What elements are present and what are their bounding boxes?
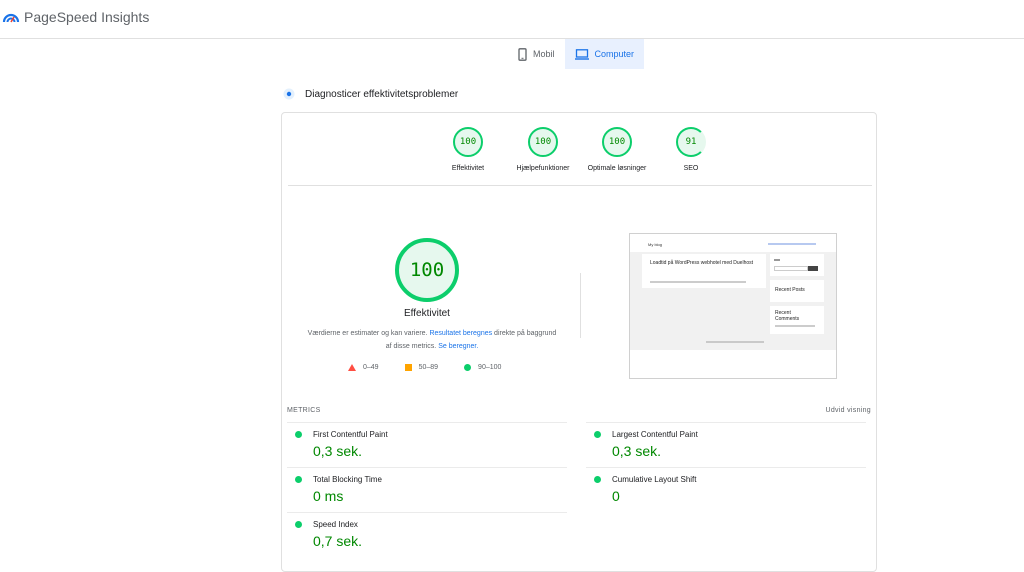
gauge-seo[interactable]: 91 SEO: [641, 127, 741, 172]
pagespeed-logo-icon: [2, 13, 20, 23]
gauge-label: Optimale løsninger: [587, 165, 647, 172]
divider: [586, 467, 866, 468]
divider: [586, 422, 866, 423]
shot-recent-posts: Recent Posts: [770, 280, 824, 302]
shot-footer-text: [706, 341, 764, 343]
metric-value: 0,3 sek.: [612, 443, 662, 459]
tab-mobile-label: Mobil: [533, 49, 555, 59]
metric-name: Speed Index: [313, 520, 358, 529]
gauge-score: 100: [453, 127, 483, 157]
legend-range: 50–89: [418, 364, 439, 371]
gauge-score: 100: [528, 127, 558, 157]
metric-value: 0,3 sek.: [313, 443, 363, 459]
pass-circle-icon: [295, 431, 302, 438]
shot-nav-link: [768, 243, 816, 245]
app-title: PageSpeed Insights: [24, 9, 150, 25]
gauge-performance[interactable]: 100 Effektivitet: [418, 127, 518, 172]
shot-search-button: [808, 266, 818, 271]
shot-recent-posts-title: Recent Posts: [775, 287, 805, 293]
performance-label: Effektivitet: [404, 308, 450, 319]
gauge-accessibility[interactable]: 100 Hjælpefunktioner: [493, 127, 593, 172]
metric-value: 0,7 sek.: [313, 533, 363, 549]
metric-name: Cumulative Layout Shift: [612, 475, 697, 484]
square-icon: [404, 364, 412, 371]
pass-circle-icon: [295, 476, 302, 483]
gauge-label: SEO: [683, 165, 699, 172]
shot-search-input: [774, 266, 808, 271]
shot-search-widget: [770, 254, 824, 276]
divider: [287, 467, 567, 468]
performance-description: Værdierne er estimater og kan variere. R…: [307, 327, 557, 353]
shot-site-title: My blog: [648, 242, 663, 247]
metric-value: 0 ms: [313, 488, 344, 504]
metric-value: 0: [612, 488, 620, 504]
calculated-link[interactable]: Resultatet beregnes: [429, 330, 493, 337]
section-title: Diagnosticer effektivitetsproblemer: [283, 88, 458, 100]
gauge-label: Hjælpefunktioner: [516, 165, 570, 172]
gauge-best-practices[interactable]: 100 Optimale løsninger: [567, 127, 667, 172]
shot-recent-comments: Recent Comments: [770, 306, 824, 334]
pass-circle-icon: [295, 521, 302, 528]
metrics-header: METRICS Udvid visning: [287, 407, 871, 414]
calculator-link[interactable]: Se beregner.: [438, 343, 479, 350]
desc-text: direkte på baggrund af disse metrics.: [385, 330, 557, 350]
category-gauges: 100 Effektivitet 100 Hjælpefunktioner 10…: [282, 127, 878, 187]
score-legend: 0–49 50–89 90–100: [348, 364, 501, 371]
divider: [287, 512, 567, 513]
metric-name: Total Blocking Time: [313, 475, 382, 484]
pass-circle-icon: [594, 476, 601, 483]
shot-comment-line: [775, 325, 815, 327]
shot-post-title: Loadtid på WordPress webhotel med Duelho…: [650, 260, 754, 266]
circle-icon: [464, 364, 472, 371]
phone-icon: [518, 47, 527, 61]
shot-post-card: Loadtid på WordPress webhotel med Duelho…: [642, 254, 766, 288]
shot-recent-comments-title: Recent Comments: [775, 310, 800, 322]
shot-search-label: [774, 259, 780, 261]
desktop-icon: [574, 48, 589, 60]
metric-name: First Contentful Paint: [313, 430, 388, 439]
shot-post-excerpt: [650, 281, 746, 283]
legend-average: 50–89: [404, 364, 439, 371]
metric-name: Largest Contentful Paint: [612, 430, 698, 439]
page-screenshot[interactable]: My blog Loadtid på WordPress webhotel me…: [629, 233, 837, 379]
legend-range: 0–49: [363, 364, 379, 371]
divider: [287, 422, 567, 423]
report-card: 100 Effektivitet 100 Hjælpefunktioner 10…: [281, 112, 877, 572]
pass-circle-icon: [594, 431, 601, 438]
legend-pass: 90–100: [464, 364, 501, 371]
top-bar: PageSpeed Insights: [0, 0, 1024, 39]
section-title-text: Diagnosticer effektivitetsproblemer: [305, 88, 459, 100]
triangle-icon: [348, 364, 356, 371]
device-tabs: Mobil Computer: [508, 39, 645, 69]
performance-score-gauge: 100: [395, 238, 459, 302]
metrics-heading: METRICS: [287, 407, 321, 414]
vertical-divider: [580, 273, 581, 338]
expand-view-toggle[interactable]: Udvid visning: [825, 407, 871, 414]
diagnose-icon: [283, 88, 295, 100]
divider: [288, 185, 872, 186]
legend-range: 90–100: [478, 364, 502, 371]
tab-computer-label: Computer: [594, 49, 635, 59]
desc-text: Værdierne er estimater og kan variere.: [307, 330, 430, 337]
tab-mobile[interactable]: Mobil: [508, 39, 565, 69]
gauge-score: 100: [602, 127, 632, 157]
legend-fail: 0–49: [348, 364, 379, 371]
app-logo[interactable]: PageSpeed Insights: [2, 9, 149, 25]
gauge-score: 91: [676, 127, 706, 157]
tab-computer[interactable]: Computer: [564, 39, 645, 69]
gauge-label: Effektivitet: [451, 165, 485, 172]
